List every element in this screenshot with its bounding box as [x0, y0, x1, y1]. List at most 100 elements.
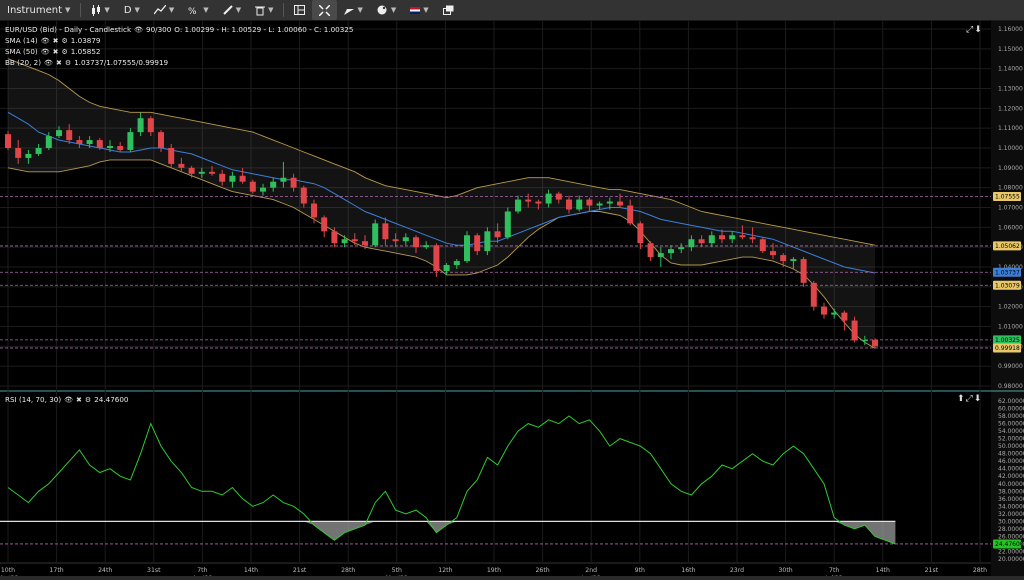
- y-tick-label: 1.16000: [998, 26, 1023, 33]
- expand-icon[interactable]: ⤢: [965, 394, 974, 404]
- arrow-down-icon[interactable]: ⬇: [973, 394, 983, 404]
- chevron-down-icon: ▼: [134, 6, 140, 14]
- x-tick-label: 16th: [681, 567, 695, 574]
- indicators-button[interactable]: % ▼: [181, 0, 215, 20]
- candle-body: [423, 245, 430, 248]
- candle-body: [25, 153, 32, 158]
- window-button[interactable]: [436, 0, 461, 20]
- candle-body: [790, 259, 797, 262]
- close-icon[interactable]: ✖: [76, 395, 82, 404]
- candle-body: [311, 203, 317, 218]
- candle-body: [5, 134, 11, 148]
- candle-body: [35, 148, 42, 154]
- candles-icon: [92, 4, 101, 16]
- layout-button[interactable]: [287, 0, 312, 20]
- close-icon[interactable]: ✖: [55, 58, 62, 67]
- candle-body: [464, 235, 470, 262]
- candle-body: [351, 239, 358, 242]
- price-label-text: 0.99918: [995, 345, 1020, 352]
- candle-body: [178, 163, 185, 168]
- chevron-down-icon: ▼: [390, 6, 397, 14]
- sma50-label: SMA (50): [5, 47, 38, 56]
- rsi-value-box: [993, 539, 1021, 549]
- sma50-legend: SMA (50) 👁 ✖ ⚙ 1.05852: [5, 47, 101, 56]
- chevron-down-icon: ▼: [168, 6, 175, 14]
- close-icon[interactable]: ✖: [52, 36, 59, 45]
- bb-lower-line: [7, 159, 876, 349]
- eye-icon[interactable]: 👁: [134, 25, 143, 34]
- sma50-value: 1.05852: [70, 47, 101, 56]
- instrument-button[interactable]: Instrument ▼: [0, 0, 77, 20]
- candles-type-button[interactable]: ▼: [84, 0, 116, 20]
- candle-body: [137, 118, 144, 133]
- rsi-y-tick-label: 34.00000: [998, 503, 1024, 510]
- gear-icon[interactable]: ⚙: [84, 395, 92, 404]
- candle-body: [107, 146, 113, 148]
- timeframe-label: D: [123, 4, 132, 16]
- chevron-down-icon: ▼: [203, 6, 209, 14]
- y-tick-label: 1.13000: [998, 86, 1023, 93]
- theme-button[interactable]: ▼: [370, 0, 403, 20]
- candle-body: [158, 132, 164, 148]
- candle-body: [861, 339, 868, 341]
- candle-body: [433, 245, 440, 271]
- delete-button[interactable]: ▼: [248, 0, 280, 20]
- rsi-y-tick-label: 38.00000: [998, 488, 1024, 495]
- close-icon[interactable]: ✖: [52, 47, 59, 56]
- y-tick-label: 1.07000: [998, 205, 1023, 212]
- eye-icon[interactable]: 👁: [40, 36, 50, 45]
- candle-body: [606, 201, 613, 204]
- gear-icon[interactable]: ⚙: [61, 47, 68, 56]
- eye-icon[interactable]: 👁: [40, 47, 50, 56]
- bollinger-band-fill: [8, 58, 875, 349]
- language-button[interactable]: ▼: [403, 0, 435, 20]
- arrow-down-icon[interactable]: ⬇: [974, 25, 983, 35]
- candle-body: [443, 265, 450, 271]
- arrow-up-icon[interactable]: ⬆: [957, 394, 966, 404]
- timeframe-button[interactable]: D ▼: [117, 0, 147, 20]
- price-label-box: [993, 267, 1021, 277]
- x-tick-label: 19th: [487, 567, 501, 574]
- price-label-text: 1.03737: [995, 269, 1020, 276]
- pen-button[interactable]: ▼: [216, 0, 248, 20]
- x-tick-label: 21st: [925, 567, 939, 574]
- y-tick-label: 1.04000: [998, 264, 1023, 271]
- candle-body: [872, 339, 878, 347]
- candle-body: [759, 239, 766, 252]
- chart-svg[interactable]: 10thMar'2217th24th31st7thApr'2214th21st2…: [0, 21, 1024, 580]
- candle-body: [382, 223, 389, 240]
- candle-body: [331, 231, 338, 244]
- rsi-line: [7, 415, 896, 545]
- candle-body: [188, 167, 195, 174]
- rsi-y-tick-label: 44.00000: [998, 466, 1024, 473]
- drawing-tools-button[interactable]: ▼: [147, 0, 181, 20]
- candle-body: [678, 247, 685, 250]
- candle-body: [392, 239, 399, 242]
- gear-icon[interactable]: ⚙: [61, 36, 68, 45]
- toolbar: Instrument ▼ ▼ D ▼ ▼ % ▼ ▼ ▼ ▼ ▼ ▼: [0, 0, 1024, 21]
- chevron-down-icon: ▼: [357, 6, 363, 14]
- eye-icon[interactable]: 👁: [64, 395, 74, 404]
- candle-body: [821, 306, 827, 315]
- chevron-down-icon: ▼: [65, 6, 71, 14]
- gear-icon[interactable]: ⚙: [64, 58, 72, 67]
- chevron-down-icon: ▼: [235, 6, 242, 14]
- rsi-y-tick-label: 42.00000: [998, 473, 1024, 480]
- expand-icon[interactable]: ⤢: [966, 25, 975, 35]
- y-tick-label: 1.06000: [998, 224, 1023, 231]
- price-label-box: [993, 280, 1021, 290]
- candle-body: [729, 235, 736, 240]
- chart-area[interactable]: 10thMar'2217th24th31st7thApr'2214th21st2…: [0, 21, 1024, 580]
- candle-body: [535, 201, 542, 204]
- rsi-y-tick-label: 56.00000: [998, 421, 1024, 428]
- candle-body: [617, 201, 623, 206]
- rsi-y-tick-label: 32.00000: [998, 511, 1024, 518]
- eye-icon[interactable]: 👁: [44, 58, 53, 67]
- cursor-button[interactable]: ▼: [337, 0, 369, 20]
- fullscreen-button[interactable]: [312, 0, 338, 20]
- rsi-y-tick-label: 50.00000: [998, 443, 1024, 450]
- candle-body: [647, 243, 654, 258]
- candle-body: [484, 231, 491, 252]
- candle-body: [300, 187, 307, 204]
- fullscreen-icon: [319, 4, 331, 16]
